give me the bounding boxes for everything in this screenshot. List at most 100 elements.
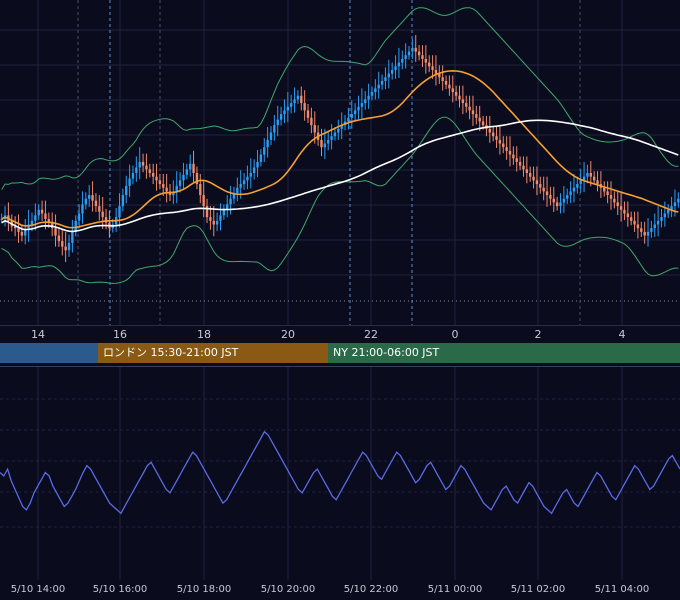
candle-body (34, 215, 37, 221)
candle-body (656, 220, 660, 225)
candle-body (670, 206, 673, 210)
candle-body (178, 180, 182, 186)
candle-body (222, 209, 226, 216)
candle-body (360, 103, 364, 107)
candle-body (414, 47, 417, 52)
candle-body (532, 176, 535, 181)
candle-body (438, 73, 441, 78)
candle-body (226, 204, 229, 210)
candle-body (246, 176, 249, 181)
candle-body (202, 195, 205, 207)
candle-body (498, 139, 502, 144)
candle-body (118, 206, 121, 218)
candle-body (20, 231, 24, 236)
oscillator-axis-tick: 5/11 00:00 (427, 584, 483, 595)
london-session: ロンドン 15:30-21:00 JST (98, 343, 328, 363)
candle-body (128, 178, 131, 186)
candle-body (609, 195, 613, 199)
price-chart-svg (0, 0, 680, 325)
candle-body (296, 95, 300, 100)
candle-body (71, 231, 74, 243)
candle-body (131, 173, 135, 179)
oscillator-axis-tick: 5/10 20:00 (260, 584, 316, 595)
price-chart[interactable] (0, 0, 680, 325)
candle-body (340, 125, 343, 129)
candle-body (677, 198, 680, 203)
candle-body (256, 161, 259, 168)
price-axis-tick: 14 (31, 328, 45, 341)
candle-body (555, 202, 559, 207)
candle-body (229, 198, 232, 205)
candle-body (428, 62, 431, 67)
candle-body (209, 217, 212, 221)
candle-body (47, 219, 51, 223)
candle-body (448, 84, 451, 89)
candle-body (67, 242, 71, 251)
candle-body (199, 184, 202, 196)
candle-body (407, 51, 411, 56)
candle-body (374, 88, 377, 93)
pane-divider[interactable] (0, 366, 680, 367)
candle-body (404, 55, 407, 59)
ny-session: NY 21:00-06:00 JST (328, 343, 680, 363)
candle-body (502, 143, 505, 148)
candle-body (37, 209, 40, 216)
oscillator-time-axis: 5/10 14:00 5/10 16:00 5/10 18:00 5/10 20… (0, 580, 680, 600)
candle-body (616, 202, 619, 207)
candle-body (528, 173, 532, 177)
candle-body (629, 217, 633, 221)
candle-body (239, 184, 242, 188)
candle-body (236, 187, 239, 194)
candle-body (451, 88, 454, 93)
candle-body (434, 69, 438, 74)
oscillator-chart[interactable] (0, 367, 680, 580)
candle-body (475, 114, 478, 118)
candle-body (121, 195, 125, 207)
candle-body (91, 195, 94, 201)
moving-average-short (1, 69, 679, 229)
candle-body (205, 206, 209, 218)
candle-body (289, 103, 293, 107)
oscillator-axis-tick: 5/10 18:00 (176, 584, 232, 595)
price-axis-tick: 18 (197, 328, 211, 341)
price-axis-tick: 2 (534, 328, 542, 341)
candle-body (333, 132, 337, 137)
market-session-bar: ロンドン 15:30-21:00 JST NY 21:00-06:00 JST (0, 343, 680, 363)
candle-body (185, 169, 189, 175)
candle-body (155, 176, 158, 181)
candle-body (313, 125, 316, 133)
candle-body (643, 231, 646, 236)
moving-average-long (1, 119, 679, 233)
candle-body (279, 114, 283, 120)
candle-body (367, 95, 370, 100)
candle-body (461, 99, 465, 104)
candle-body (293, 99, 296, 104)
candle-body (259, 154, 263, 162)
candle-body (141, 161, 145, 166)
candle-body (545, 191, 549, 196)
bollinger-upper-band (1, 7, 679, 190)
candle-body (98, 206, 101, 212)
candle-body (84, 198, 88, 205)
price-axis-tick: 20 (281, 328, 295, 341)
candle-body (350, 114, 353, 118)
candle-body (370, 92, 374, 96)
candle-body (465, 103, 468, 107)
candle-body (377, 84, 380, 89)
candle-body (673, 202, 677, 207)
candle-body (495, 136, 498, 140)
candle-body (444, 81, 448, 85)
candle-body (468, 106, 471, 111)
candle-body (387, 73, 391, 78)
candle-body (552, 198, 555, 203)
candle-body (364, 99, 367, 104)
candle-body (471, 110, 475, 115)
candle-body (515, 158, 518, 162)
tokyo-session (0, 343, 98, 363)
candle-body (596, 180, 599, 185)
candle-body (579, 180, 582, 185)
candle-body (357, 106, 360, 111)
candle-body (158, 180, 162, 185)
candle-body (401, 58, 404, 63)
candle-body (162, 184, 165, 188)
